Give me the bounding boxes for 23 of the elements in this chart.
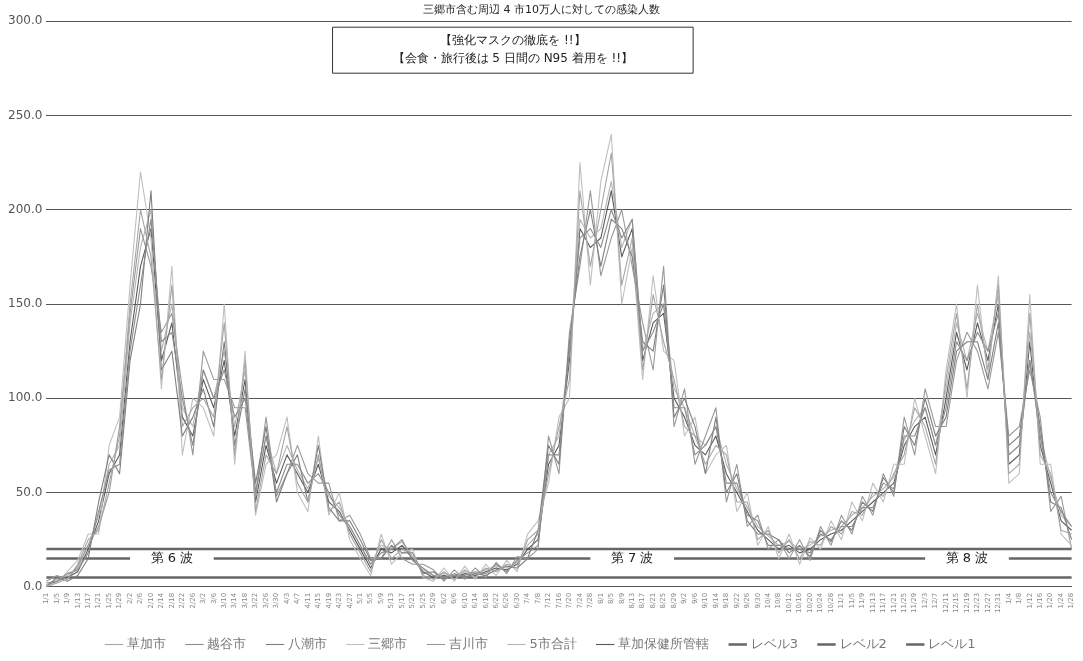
- y-tick-label: 0.0: [23, 578, 43, 593]
- y-tick-label: 100.0: [7, 390, 43, 405]
- chart-title: 三郷市含む周辺 4 市10万人に対しての感染人数: [423, 3, 660, 17]
- legend-label: 三郷市: [368, 635, 408, 651]
- legend-label: 5市合計: [529, 635, 577, 651]
- y-tick-label: 250.0: [7, 107, 43, 122]
- legend-label: 八潮市: [287, 635, 327, 651]
- legend-label: 草加保健所管轄: [618, 635, 710, 651]
- annotation: 第 7 波: [610, 549, 654, 565]
- legend-label: 吉川市: [448, 635, 488, 651]
- legend-label: 越谷市: [207, 635, 247, 651]
- y-tick-label: 50.0: [15, 484, 43, 499]
- annotation: 第 8 波: [945, 549, 989, 565]
- y-tick-label: 300.0: [7, 13, 43, 28]
- annotation: 【会食・旅行後は 5 日間の N95 着用を !!】: [392, 51, 634, 66]
- legend-label: レベル3: [750, 635, 799, 651]
- legend-label: 草加市: [126, 635, 166, 651]
- legend-label: レベル2: [839, 635, 887, 651]
- legend-label: レベル1: [928, 635, 976, 651]
- y-tick-label: 150.0: [7, 296, 43, 311]
- annotation: 第 6 波: [150, 549, 194, 565]
- annotation: 【強化マスクの徹底を !!】: [440, 33, 586, 48]
- y-tick-label: 200.0: [7, 201, 43, 216]
